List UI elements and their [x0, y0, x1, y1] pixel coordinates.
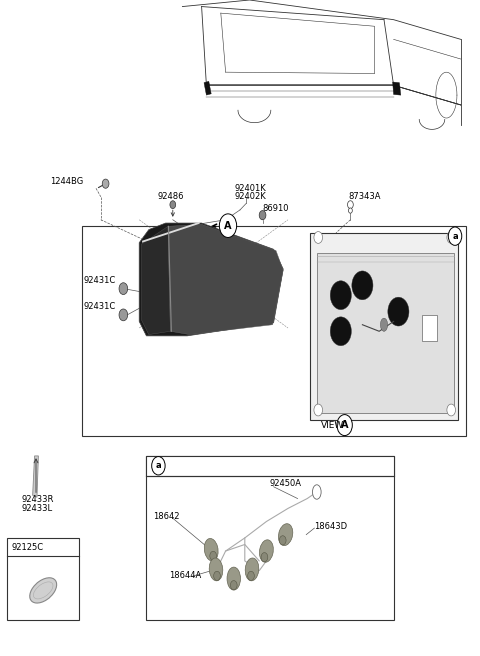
Circle shape	[261, 552, 268, 562]
Circle shape	[448, 227, 462, 245]
Text: a: a	[156, 461, 161, 470]
Text: VIEW: VIEW	[321, 420, 344, 430]
Text: 87343A: 87343A	[348, 192, 381, 201]
Text: 92401K: 92401K	[234, 184, 266, 194]
Polygon shape	[393, 82, 401, 95]
Circle shape	[219, 214, 237, 237]
Polygon shape	[142, 222, 200, 243]
Circle shape	[210, 551, 216, 560]
Ellipse shape	[204, 539, 218, 561]
Circle shape	[388, 297, 409, 326]
Text: 18643D: 18643D	[314, 522, 348, 531]
Bar	[146, 456, 394, 620]
Bar	[310, 233, 458, 420]
Ellipse shape	[278, 523, 293, 546]
Circle shape	[348, 201, 353, 209]
Bar	[317, 253, 454, 413]
Circle shape	[314, 232, 323, 243]
Circle shape	[337, 415, 352, 436]
Polygon shape	[204, 81, 211, 95]
Circle shape	[352, 271, 373, 300]
Text: 92125C: 92125C	[12, 543, 44, 552]
Ellipse shape	[245, 558, 259, 581]
Text: 18644A: 18644A	[169, 571, 202, 581]
Text: 1244BG: 1244BG	[50, 176, 84, 186]
Ellipse shape	[380, 318, 388, 331]
Circle shape	[314, 404, 323, 416]
Polygon shape	[139, 223, 283, 336]
Text: 86910: 86910	[262, 204, 288, 213]
Text: 92431C: 92431C	[84, 276, 116, 285]
Ellipse shape	[209, 558, 223, 581]
Polygon shape	[142, 226, 170, 335]
Polygon shape	[168, 224, 283, 335]
Circle shape	[119, 283, 128, 295]
Ellipse shape	[30, 578, 57, 603]
Circle shape	[214, 571, 220, 581]
Text: A: A	[341, 420, 348, 430]
Ellipse shape	[227, 567, 240, 590]
Circle shape	[230, 581, 237, 590]
Text: a: a	[452, 232, 458, 241]
Polygon shape	[33, 456, 38, 497]
Text: 18642: 18642	[153, 512, 179, 521]
Bar	[146, 456, 394, 476]
Circle shape	[170, 201, 176, 209]
Bar	[7, 538, 79, 620]
Text: A: A	[224, 220, 232, 231]
Text: 92431C: 92431C	[84, 302, 116, 311]
Circle shape	[248, 571, 254, 581]
Circle shape	[279, 536, 286, 545]
Circle shape	[102, 179, 109, 188]
Circle shape	[119, 309, 128, 321]
Text: 92486: 92486	[157, 192, 184, 201]
Bar	[82, 226, 466, 436]
Ellipse shape	[312, 485, 321, 499]
Text: 92433L: 92433L	[22, 504, 53, 513]
Circle shape	[152, 457, 165, 475]
Text: 92402K: 92402K	[234, 192, 266, 201]
Circle shape	[330, 281, 351, 310]
Bar	[422, 315, 437, 341]
Circle shape	[447, 232, 456, 243]
Circle shape	[447, 404, 456, 416]
Circle shape	[348, 208, 352, 213]
Circle shape	[259, 211, 266, 220]
Text: 92433R: 92433R	[22, 495, 54, 504]
Circle shape	[330, 317, 351, 346]
Text: 92450A: 92450A	[270, 479, 302, 488]
Ellipse shape	[260, 540, 273, 562]
